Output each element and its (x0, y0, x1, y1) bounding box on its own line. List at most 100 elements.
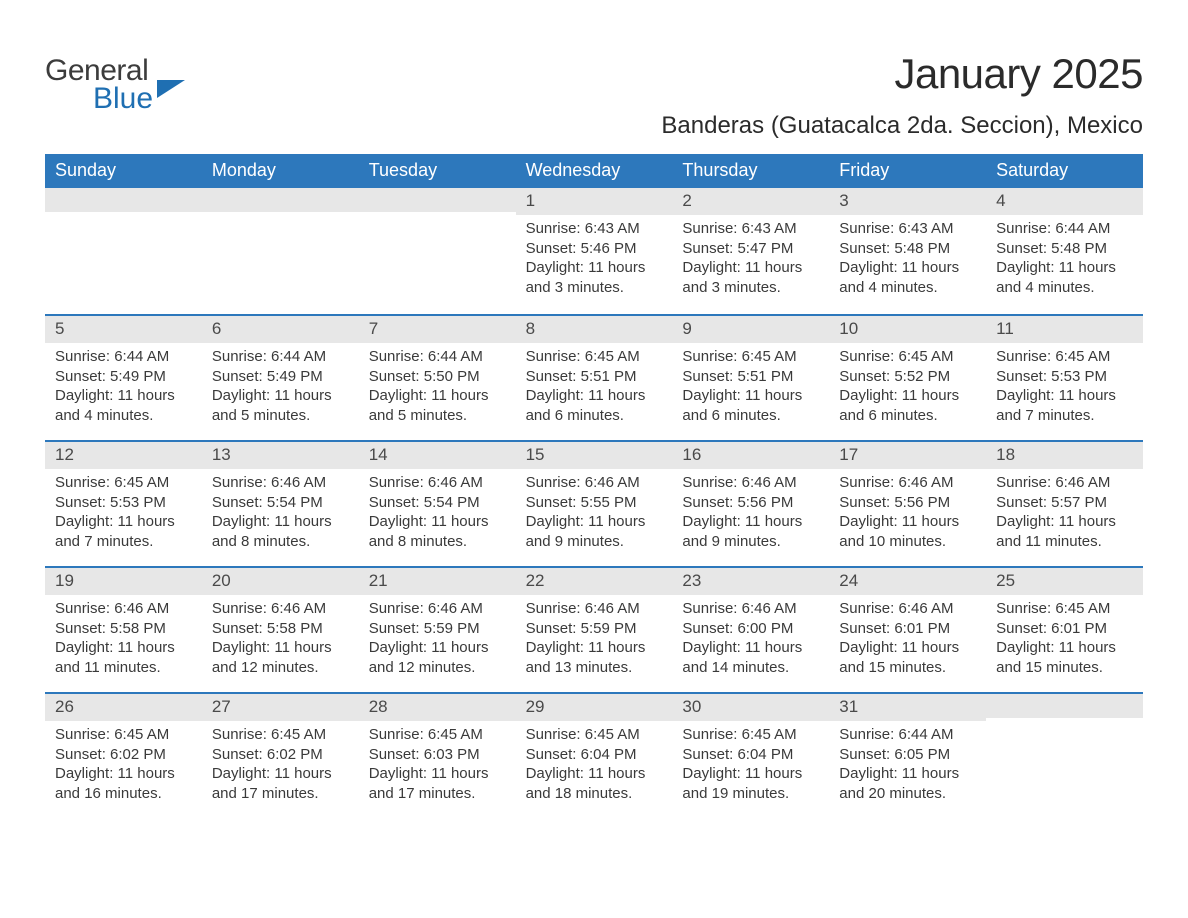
day-cell: 2Sunrise: 6:43 AMSunset: 5:47 PMDaylight… (672, 188, 829, 314)
brand-flag-icon (157, 80, 185, 98)
day-number: 2 (672, 188, 829, 215)
day-cell: 14Sunrise: 6:46 AMSunset: 5:54 PMDayligh… (359, 442, 516, 566)
sunrise-text: Sunrise: 6:46 AM (839, 473, 976, 493)
day-number: 8 (516, 316, 673, 343)
daylight-text: Daylight: 11 hours and 11 minutes. (55, 638, 192, 677)
day-number: 16 (672, 442, 829, 469)
day-cell (359, 188, 516, 314)
day-cell: 9Sunrise: 6:45 AMSunset: 5:51 PMDaylight… (672, 316, 829, 440)
daylight-text: Daylight: 11 hours and 17 minutes. (212, 764, 349, 803)
sunset-text: Sunset: 6:02 PM (212, 745, 349, 765)
day-number: 24 (829, 568, 986, 595)
daylight-text: Daylight: 11 hours and 7 minutes. (55, 512, 192, 551)
sunset-text: Sunset: 5:59 PM (526, 619, 663, 639)
sunset-text: Sunset: 5:57 PM (996, 493, 1133, 513)
calendar: Sunday Monday Tuesday Wednesday Thursday… (45, 154, 1143, 818)
daylight-text: Daylight: 11 hours and 8 minutes. (212, 512, 349, 551)
sunrise-text: Sunrise: 6:44 AM (839, 725, 976, 745)
daylight-text: Daylight: 11 hours and 9 minutes. (682, 512, 819, 551)
sunrise-text: Sunrise: 6:45 AM (996, 599, 1133, 619)
sunset-text: Sunset: 5:58 PM (55, 619, 192, 639)
sunrise-text: Sunrise: 6:46 AM (212, 599, 349, 619)
sunset-text: Sunset: 6:04 PM (526, 745, 663, 765)
day-cell: 20Sunrise: 6:46 AMSunset: 5:58 PMDayligh… (202, 568, 359, 692)
daylight-text: Daylight: 11 hours and 9 minutes. (526, 512, 663, 551)
day-cell: 17Sunrise: 6:46 AMSunset: 5:56 PMDayligh… (829, 442, 986, 566)
weekday-header: Thursday (672, 154, 829, 188)
sunset-text: Sunset: 6:02 PM (55, 745, 192, 765)
weekday-header: Saturday (986, 154, 1143, 188)
day-cell: 26Sunrise: 6:45 AMSunset: 6:02 PMDayligh… (45, 694, 202, 818)
day-number: 19 (45, 568, 202, 595)
day-cell: 7Sunrise: 6:44 AMSunset: 5:50 PMDaylight… (359, 316, 516, 440)
day-cell: 27 Sunrise: 6:45 AMSunset: 6:02 PMDayligh… (202, 694, 359, 818)
daylight-text: Daylight: 11 hours and 12 minutes. (212, 638, 349, 677)
week-row: 19Sunrise: 6:46 AMSunset: 5:58 PMDayligh… (45, 566, 1143, 692)
sunset-text: Sunset: 6:01 PM (839, 619, 976, 639)
brand-word-2: Blue (93, 84, 153, 114)
sunrise-text: Sunrise: 6:45 AM (55, 725, 192, 745)
day-number: 27 (202, 694, 359, 721)
day-number: 14 (359, 442, 516, 469)
brand-logo: General Blue (45, 50, 185, 114)
daylight-text: Daylight: 11 hours and 6 minutes. (839, 386, 976, 425)
sunrise-text: Sunrise: 6:45 AM (996, 347, 1133, 367)
weekday-header: Tuesday (359, 154, 516, 188)
sunrise-text: Sunrise: 6:46 AM (682, 473, 819, 493)
day-cell: 23Sunrise: 6:46 AMSunset: 6:00 PMDayligh… (672, 568, 829, 692)
sunset-text: Sunset: 5:51 PM (526, 367, 663, 387)
week-row: 12Sunrise: 6:45 AMSunset: 5:53 PMDayligh… (45, 440, 1143, 566)
daylight-text: Daylight: 11 hours and 20 minutes. (839, 764, 976, 803)
sunrise-text: Sunrise: 6:45 AM (369, 725, 506, 745)
week-row: 1Sunrise: 6:43 AMSunset: 5:46 PMDaylight… (45, 188, 1143, 314)
day-cell: 4Sunrise: 6:44 AMSunset: 5:48 PMDaylight… (986, 188, 1143, 314)
day-number: 31 (829, 694, 986, 721)
sunrise-text: Sunrise: 6:45 AM (839, 347, 976, 367)
sunrise-text: Sunrise: 6:45 AM (212, 725, 349, 745)
sunrise-text: Sunrise: 6:44 AM (212, 347, 349, 367)
sunset-text: Sunset: 5:54 PM (212, 493, 349, 513)
day-number: 26 (45, 694, 202, 721)
sunset-text: Sunset: 5:47 PM (682, 239, 819, 259)
daylight-text: Daylight: 11 hours and 13 minutes. (526, 638, 663, 677)
sunset-text: Sunset: 5:54 PM (369, 493, 506, 513)
sunset-text: Sunset: 5:48 PM (996, 239, 1133, 259)
sunset-text: Sunset: 6:00 PM (682, 619, 819, 639)
day-cell: 10Sunrise: 6:45 AMSunset: 5:52 PMDayligh… (829, 316, 986, 440)
sunset-text: Sunset: 5:53 PM (55, 493, 192, 513)
sunrise-text: Sunrise: 6:44 AM (996, 219, 1133, 239)
sunrise-text: Sunrise: 6:46 AM (369, 473, 506, 493)
day-number: 22 (516, 568, 673, 595)
day-cell: 11Sunrise: 6:45 AMSunset: 5:53 PMDayligh… (986, 316, 1143, 440)
day-number: 6 (202, 316, 359, 343)
daylight-text: Daylight: 11 hours and 4 minutes. (839, 258, 976, 297)
day-cell: 21Sunrise: 6:46 AMSunset: 5:59 PMDayligh… (359, 568, 516, 692)
sunrise-text: Sunrise: 6:44 AM (55, 347, 192, 367)
daylight-text: Daylight: 11 hours and 17 minutes. (369, 764, 506, 803)
sunset-text: Sunset: 6:03 PM (369, 745, 506, 765)
day-cell: 3Sunrise: 6:43 AMSunset: 5:48 PMDaylight… (829, 188, 986, 314)
day-number: 3 (829, 188, 986, 215)
day-cell: 29Sunrise: 6:45 AMSunset: 6:04 PMDayligh… (516, 694, 673, 818)
day-cell: 30Sunrise: 6:45 AMSunset: 6:04 PMDayligh… (672, 694, 829, 818)
day-cell: 5Sunrise: 6:44 AMSunset: 5:49 PMDaylight… (45, 316, 202, 440)
day-number: 25 (986, 568, 1143, 595)
month-title: January 2025 (661, 50, 1143, 98)
daylight-text: Daylight: 11 hours and 15 minutes. (839, 638, 976, 677)
day-cell (202, 188, 359, 314)
sunrise-text: Sunrise: 6:44 AM (369, 347, 506, 367)
day-number: 1 (516, 188, 673, 215)
day-cell (45, 188, 202, 314)
daylight-text: Daylight: 11 hours and 19 minutes. (682, 764, 819, 803)
day-cell: 6Sunrise: 6:44 AMSunset: 5:49 PMDaylight… (202, 316, 359, 440)
sunset-text: Sunset: 5:59 PM (369, 619, 506, 639)
day-number: 15 (516, 442, 673, 469)
sunrise-text: Sunrise: 6:46 AM (369, 599, 506, 619)
sunset-text: Sunset: 5:48 PM (839, 239, 976, 259)
day-number: 5 (45, 316, 202, 343)
sunrise-text: Sunrise: 6:45 AM (526, 725, 663, 745)
sunset-text: Sunset: 5:51 PM (682, 367, 819, 387)
daylight-text: Daylight: 11 hours and 18 minutes. (526, 764, 663, 803)
daylight-text: Daylight: 11 hours and 5 minutes. (212, 386, 349, 425)
day-cell: 13Sunrise: 6:46 AMSunset: 5:54 PMDayligh… (202, 442, 359, 566)
